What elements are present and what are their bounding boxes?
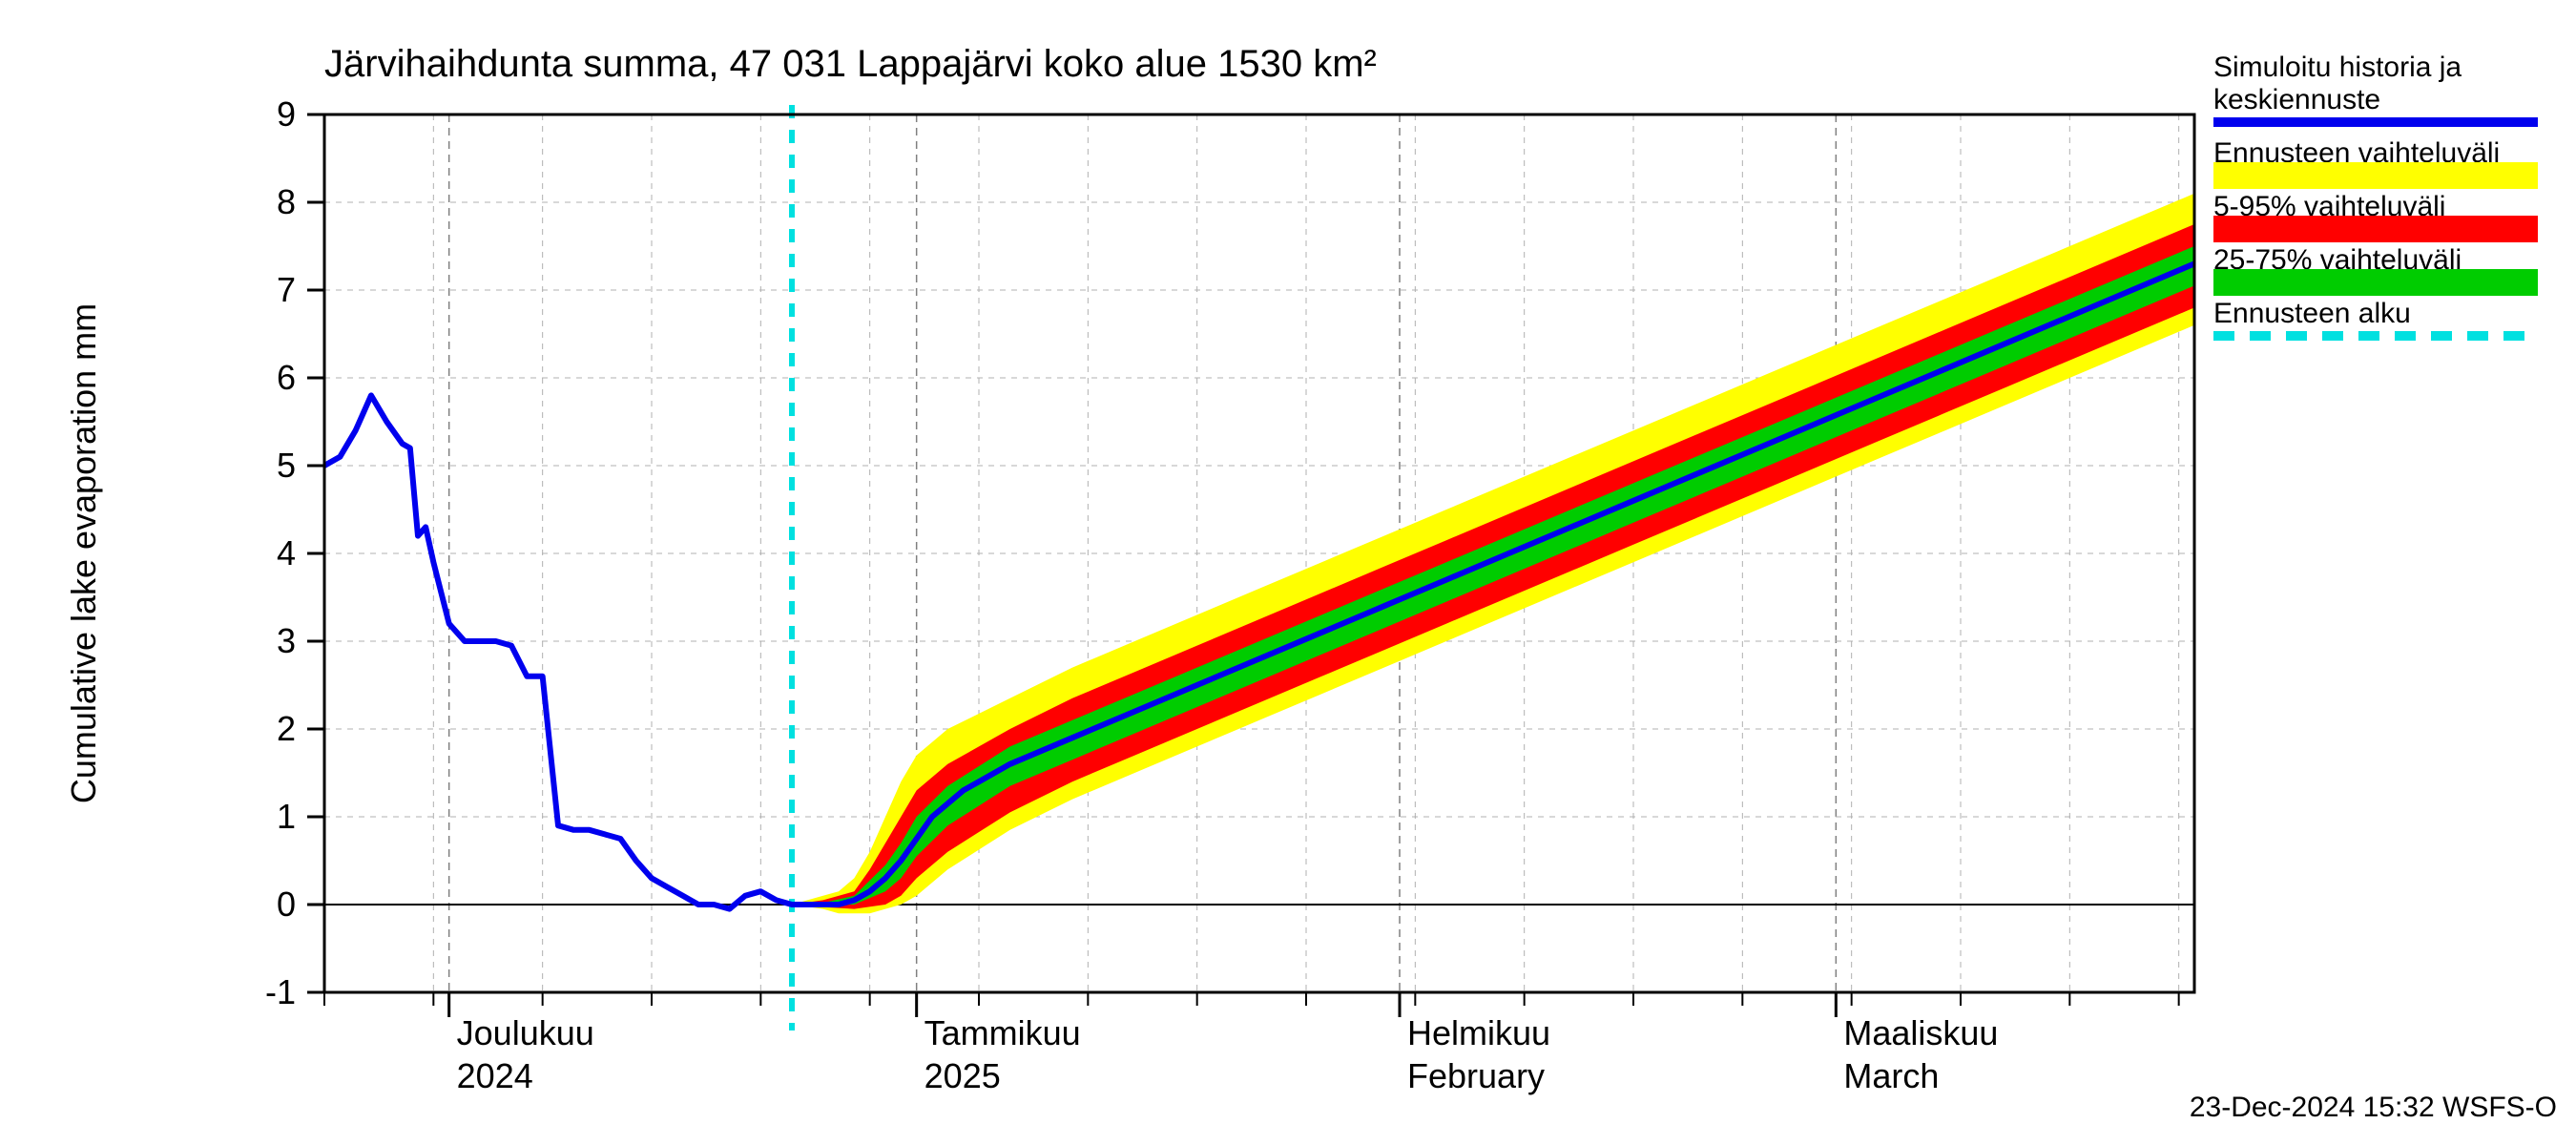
svg-text:9: 9 [277, 94, 296, 134]
svg-text:-1: -1 [265, 972, 296, 1011]
svg-text:Järvihaihdunta summa, 47 031 L: Järvihaihdunta summa, 47 031 Lappajärvi … [324, 43, 1377, 85]
svg-text:3: 3 [277, 621, 296, 660]
svg-text:February: February [1407, 1056, 1545, 1095]
chart-container: -1 0 1 2 3 4 5 6 7 8 9 Joulukuu 2024 Tammikuu 2025 Helm… [0, 0, 2576, 1145]
svg-text:1: 1 [277, 797, 296, 836]
svg-text:5: 5 [277, 446, 296, 485]
svg-text:Tammikuu: Tammikuu [924, 1013, 1081, 1052]
svg-text:2025: 2025 [924, 1056, 1001, 1095]
svg-text:2024: 2024 [457, 1056, 533, 1095]
svg-text:4: 4 [277, 533, 296, 572]
svg-text:6: 6 [277, 358, 296, 397]
svg-text:keskiennuste: keskiennuste [2213, 84, 2380, 115]
svg-text:Joulukuu: Joulukuu [457, 1013, 594, 1052]
svg-text:Maaliskuu: Maaliskuu [1843, 1013, 1998, 1052]
svg-text:8: 8 [277, 182, 296, 221]
svg-text:0: 0 [277, 885, 296, 924]
svg-text:Cumulative lake evaporation: Cumulative lake evaporation mm [64, 303, 103, 803]
svg-text:2: 2 [277, 709, 296, 748]
svg-text:Simuloitu historia ja: Simuloitu historia ja [2213, 52, 2462, 83]
svg-text:Helmikuu: Helmikuu [1407, 1013, 1550, 1052]
svg-text:7: 7 [277, 270, 296, 309]
svg-text:Ennusteen alku: Ennusteen alku [2213, 298, 2411, 329]
chart-svg: -1 0 1 2 3 4 5 6 7 8 9 Joulukuu 2024 Tammikuu 2025 Helm… [0, 0, 2576, 1145]
svg-text:23-Dec-2024 15:32 WSFS-O: 23-Dec-2024 15:32 WSFS-O [2190, 1092, 2557, 1123]
svg-text:March: March [1843, 1056, 1939, 1095]
